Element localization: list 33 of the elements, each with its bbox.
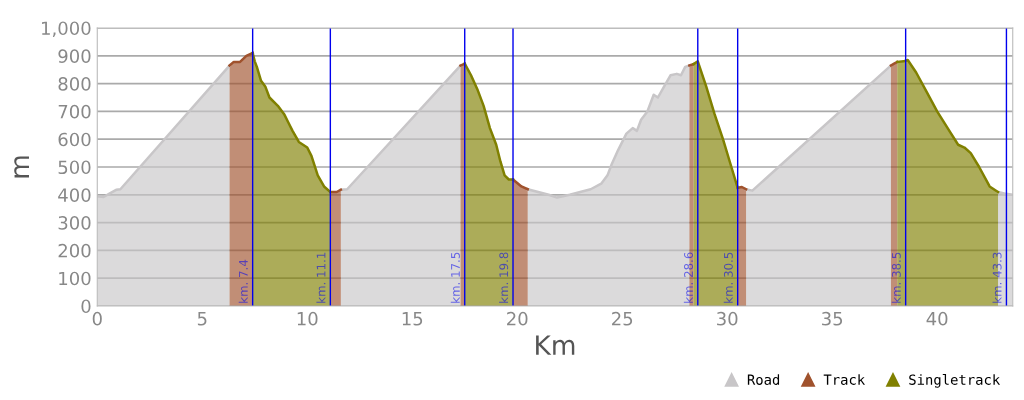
ref-line-label: km. 28.6	[683, 252, 693, 303]
ref-line-label: km. 17.5	[450, 252, 460, 303]
y-tick-label: 200	[58, 243, 91, 258]
ref-line-label: km. 11.1	[316, 252, 326, 303]
y-tick-label: 0	[81, 299, 91, 314]
y-tick-label: 1,000	[42, 21, 91, 37]
x-tick-label: 25	[612, 311, 633, 326]
x-tick-label: 15	[402, 312, 423, 326]
legend-label: Track	[823, 374, 865, 385]
y-tick-label: 800	[58, 77, 91, 91]
legend-label: Road	[747, 374, 780, 385]
y-tick-label: 400	[58, 188, 91, 202]
ref-line-label: km. 30.5	[723, 252, 733, 303]
x-axis-title: Km	[536, 335, 575, 355]
ref-line-label: km. 43.3	[992, 252, 1002, 303]
x-tick-label: 30	[717, 311, 738, 326]
legend-label: Singletrack	[909, 374, 1001, 388]
x-tick-label: 35	[822, 311, 843, 326]
x-tick-label: 40	[926, 311, 948, 326]
x-tick-label: 5	[197, 312, 207, 326]
y-tick-label: 700	[58, 104, 91, 119]
y-axis-title: m	[14, 156, 29, 178]
y-tick-label: 600	[58, 132, 91, 147]
ref-line-label: km. 19.8	[499, 252, 509, 303]
x-tick-label: 0	[92, 311, 102, 326]
x-tick-label: 20	[507, 311, 528, 326]
y-tick-label: 900	[58, 49, 91, 63]
ref-line-label: km. 7.4	[238, 259, 248, 303]
ref-line-label: km. 38.5	[891, 252, 901, 303]
y-tick-label: 500	[58, 160, 91, 175]
y-tick-label: 100	[59, 271, 91, 286]
x-tick-label: 10	[297, 311, 318, 326]
y-tick-label: 300	[58, 216, 91, 230]
